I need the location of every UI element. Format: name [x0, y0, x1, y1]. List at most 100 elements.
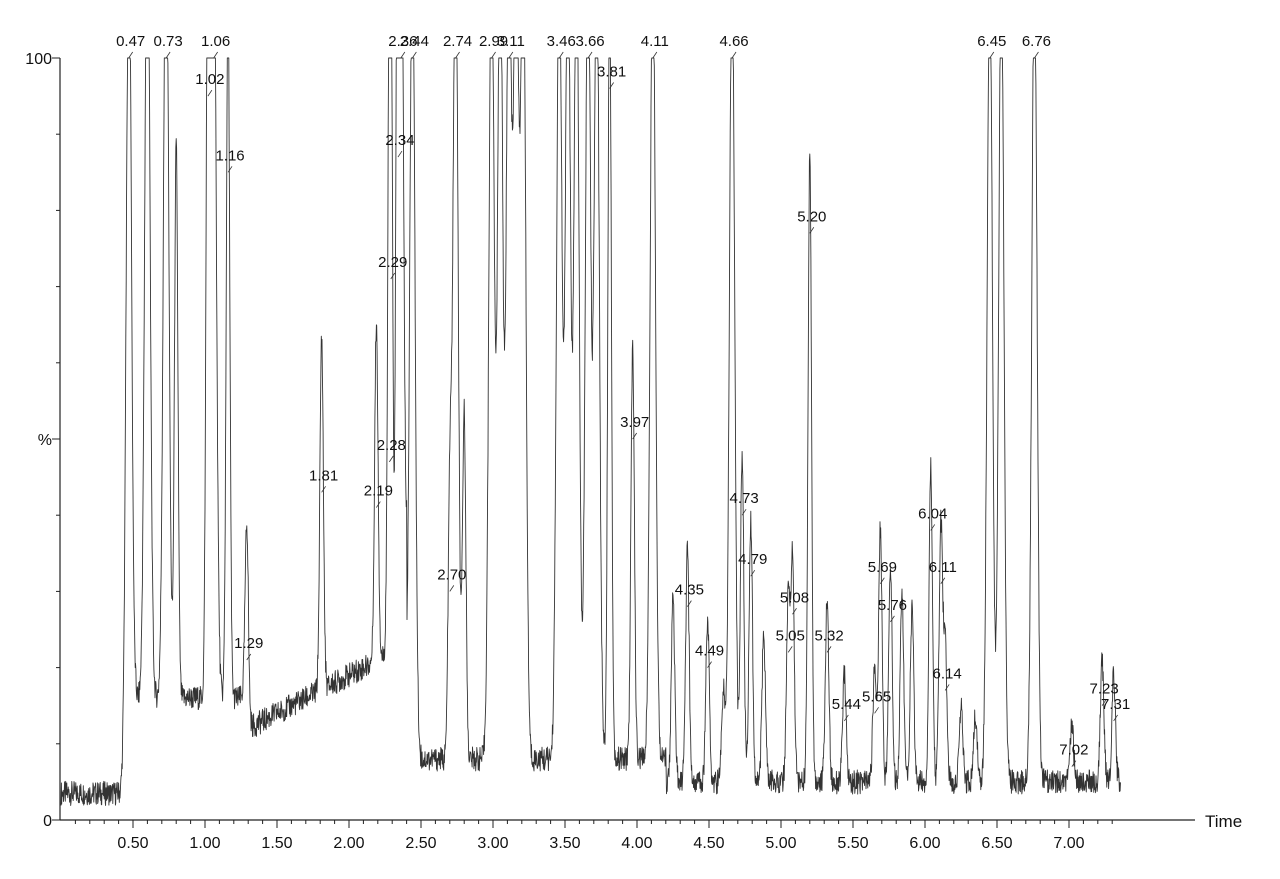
- peak-label: 6.14: [933, 665, 962, 682]
- peak-leader-line: [609, 82, 614, 89]
- peak-leader-line: [213, 51, 218, 59]
- peak-leader-line: [880, 577, 885, 585]
- peak-label: 1.02: [195, 71, 224, 88]
- peak-leader-line: [652, 51, 658, 59]
- peak-leader-line: [750, 569, 756, 577]
- peak-leader-line: [930, 524, 936, 531]
- peak-label: 1.06: [201, 33, 230, 50]
- peak-leader-line: [1101, 699, 1107, 706]
- y-tick-label: 100: [25, 51, 52, 68]
- peak-label: 1.29: [234, 635, 263, 652]
- y-tick-label: 0: [43, 813, 52, 830]
- peak-leader-line: [491, 51, 496, 59]
- peak-leader-line: [449, 585, 455, 592]
- peak-label: 3.66: [575, 33, 604, 50]
- peak-leader-line: [731, 51, 737, 59]
- x-tick-label: 3.50: [549, 835, 580, 852]
- peak-label: 4.11: [641, 33, 669, 50]
- peak-leader-line: [376, 501, 381, 508]
- x-tick-label: 4.50: [693, 835, 724, 852]
- peak-leader-line: [390, 272, 396, 280]
- x-tick-label: 7.00: [1053, 835, 1084, 852]
- peak-leader-line: [455, 51, 460, 59]
- peak-leader-line: [940, 577, 946, 585]
- peak-leader-line: [397, 150, 403, 158]
- peak-leader-line: [741, 508, 747, 516]
- x-tick-label: 1.00: [189, 835, 220, 852]
- peak-label: 5.65: [862, 688, 891, 705]
- x-axis-title: Time: [1205, 812, 1242, 831]
- peak-label: 2.36: [388, 33, 417, 50]
- peak-leader-line: [989, 51, 995, 59]
- x-tick-label: 0.50: [117, 835, 148, 852]
- peak-leader-line: [687, 600, 692, 607]
- peak-label: 6.76: [1022, 33, 1051, 50]
- x-tick-label: 4.00: [621, 835, 652, 852]
- peak-label: 3.11: [497, 33, 525, 50]
- peak-leader-line: [227, 166, 233, 173]
- y-tick-label: %: [38, 432, 52, 449]
- peak-leader-line: [1034, 51, 1039, 59]
- x-tick-label: 3.00: [477, 835, 508, 852]
- peak-leader-line: [508, 51, 514, 59]
- peak-leader-line: [1113, 714, 1118, 722]
- peak-leader-line: [944, 684, 950, 691]
- peak-label: 5.69: [868, 559, 897, 576]
- peak-leader-line: [558, 51, 564, 59]
- peak-leader-line: [128, 51, 134, 59]
- peak-leader-line: [587, 51, 593, 59]
- peak-label: 7.23: [1090, 681, 1119, 698]
- tick-marks: 0% 100 0.50 1.00 1.50 2.00 2.50 3.00 3.50 4.00 4.5…: [25, 51, 1113, 852]
- peak-leader-line: [809, 227, 815, 234]
- peak-label: 6.45: [977, 33, 1006, 50]
- peak-leader-line: [1071, 760, 1077, 767]
- peak-label: 5.05: [776, 627, 805, 644]
- peak-label: 4.79: [738, 551, 767, 568]
- x-tick-label: 6.50: [981, 835, 1012, 852]
- peak-leader-line: [412, 51, 417, 59]
- x-tick-label: 5.00: [765, 835, 796, 852]
- peak-leader-line: [207, 89, 213, 97]
- x-tick-label: 2.00: [333, 835, 364, 852]
- peak-label: 0.73: [154, 33, 183, 50]
- peak-label: 7.02: [1059, 742, 1088, 759]
- peak-label: 4.73: [730, 490, 759, 507]
- peak-label: 6.04: [918, 505, 947, 522]
- peak-leader-line: [826, 646, 832, 653]
- peak-leader-line: [632, 432, 638, 440]
- peak-label: 3.81: [597, 63, 626, 80]
- peak-leader-line: [890, 615, 895, 623]
- peak-label: 5.76: [878, 597, 907, 614]
- peak-label: 6.11: [929, 559, 957, 576]
- peak-label: 2.34: [385, 132, 414, 149]
- peak-label: 2.99: [479, 33, 508, 50]
- peak-label: 1.16: [215, 147, 244, 164]
- peak-label: 5.08: [780, 589, 809, 606]
- peak-label: 7.31: [1101, 696, 1130, 713]
- chromatogram-trace: [60, 57, 1121, 806]
- peak-label: 2.28: [377, 437, 406, 454]
- x-tick-label: 5.50: [837, 835, 868, 852]
- peak-leader-line: [844, 714, 849, 722]
- peak-label: 2.19: [364, 483, 393, 500]
- peak-label: 5.32: [814, 627, 843, 644]
- peak-leader-line: [165, 51, 171, 59]
- peak-label: 3.46: [547, 33, 576, 50]
- peak-label: 1.81: [309, 467, 338, 484]
- peak-label: 2.74: [443, 33, 472, 50]
- peak-leader-line: [246, 653, 252, 661]
- x-tick-label: 1.50: [261, 835, 292, 852]
- peak-leader-line: [321, 486, 326, 493]
- peak-label: 2.44: [400, 33, 429, 50]
- peak-label: 5.44: [832, 696, 861, 713]
- peak-leader-line: [707, 661, 712, 668]
- peak-label: 2.70: [437, 566, 466, 583]
- peak-label: 3.97: [620, 414, 649, 431]
- trace-group: [60, 57, 1121, 806]
- peak-label: 5.20: [797, 208, 826, 225]
- peak-label: 4.35: [675, 582, 704, 599]
- peak-label: 4.66: [719, 33, 748, 50]
- peak-leader-line: [787, 646, 793, 653]
